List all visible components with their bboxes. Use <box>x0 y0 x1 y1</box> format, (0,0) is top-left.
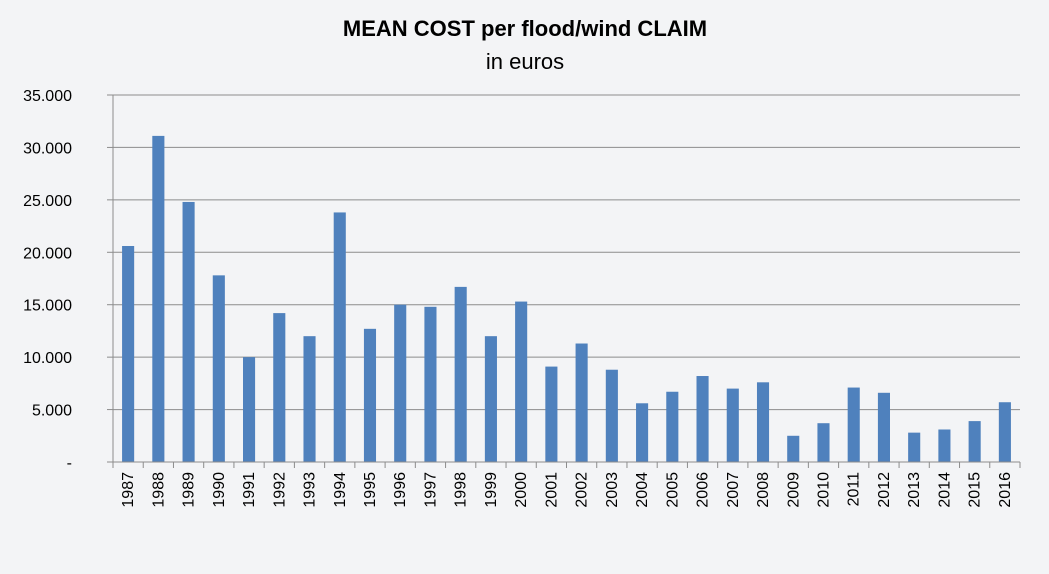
x-tick-label: 2013 <box>906 472 923 508</box>
bar-2011 <box>847 387 860 462</box>
x-tick-label: 2007 <box>725 472 742 508</box>
bar-2007 <box>726 388 739 462</box>
gridlines <box>107 94 1020 463</box>
x-tick-label: 1994 <box>332 472 349 508</box>
x-tick-label: 2011 <box>846 472 863 507</box>
x-tick-label: 1998 <box>453 472 470 508</box>
y-tick-label: 20.000 <box>23 245 72 262</box>
x-tick-label: 2005 <box>664 472 681 508</box>
bar-1989 <box>182 201 195 462</box>
bar-2014 <box>938 429 951 462</box>
x-tick-label: 1997 <box>422 472 439 508</box>
bar-1987 <box>122 245 135 462</box>
x-tick-label: 2008 <box>755 472 772 508</box>
x-tick-label: 2001 <box>543 472 560 508</box>
x-tick-label: 1999 <box>483 472 500 508</box>
y-axis-ticks: - 5.000 10.000 15.000 20.000 25.000 30.000 35.0… <box>23 88 72 472</box>
bar-1994 <box>333 212 346 462</box>
bar-1992 <box>273 313 286 462</box>
y-tick-label: 15.000 <box>23 298 72 315</box>
x-tick-label: 1991 <box>241 472 258 508</box>
x-tick-label: 1996 <box>392 472 409 508</box>
x-axis-ticks: 1987 1988 1989 1990 1991 1992 1993 1994 1995 1996… <box>112 462 1021 508</box>
bar-2009 <box>787 435 800 462</box>
bar-2003 <box>605 369 618 462</box>
x-tick-label: 1992 <box>271 472 288 508</box>
bar-1996 <box>394 304 407 462</box>
bars <box>122 135 1011 462</box>
x-tick-label: 1993 <box>302 472 319 508</box>
x-tick-label: 1987 <box>120 472 137 508</box>
bar-2004 <box>636 403 649 462</box>
chart-title: MEAN COST per flood/wind CLAIM <box>343 16 707 41</box>
bar-1993 <box>303 336 316 462</box>
bar-2005 <box>666 391 679 462</box>
x-tick-label: 1988 <box>150 472 167 508</box>
x-tick-label: 2009 <box>785 472 802 508</box>
bar-2008 <box>756 382 770 462</box>
x-tick-label: 2004 <box>634 472 651 508</box>
bar-1999 <box>484 336 497 462</box>
bar-2016 <box>998 402 1011 462</box>
chart-subtitle: in euros <box>486 49 564 74</box>
bar-2002 <box>575 343 588 462</box>
bar-2001 <box>545 366 558 462</box>
bar-1991 <box>243 357 256 462</box>
x-tick-label: 2016 <box>997 472 1014 508</box>
y-tick-label: 30.000 <box>23 140 72 157</box>
bar-2006 <box>696 376 709 462</box>
x-tick-label: 2002 <box>574 472 591 508</box>
bar-1998 <box>454 286 467 462</box>
bar-1997 <box>424 306 437 462</box>
y-tick-label: 10.000 <box>23 350 72 367</box>
bar-1995 <box>363 328 377 462</box>
x-tick-label: 2006 <box>695 472 712 508</box>
x-tick-label: 1990 <box>211 472 228 508</box>
x-tick-label: 2014 <box>936 472 953 508</box>
bar-2015 <box>968 421 981 462</box>
x-tick-label: 2015 <box>967 472 984 508</box>
bar-2013 <box>908 432 921 462</box>
y-tick-label: - <box>67 455 72 472</box>
x-tick-label: 2003 <box>604 472 621 508</box>
x-tick-label: 2010 <box>815 472 832 508</box>
x-tick-label: 2000 <box>513 472 530 508</box>
x-tick-label: 2012 <box>876 472 893 508</box>
y-tick-label: 25.000 <box>23 193 72 210</box>
bar-2010 <box>817 423 830 462</box>
bar-1988 <box>152 135 165 462</box>
y-tick-label: 5.000 <box>32 403 72 420</box>
x-tick-label: 1989 <box>181 472 198 508</box>
bar-2012 <box>877 392 890 462</box>
bar-1990 <box>212 275 225 462</box>
bar-2000 <box>515 301 528 462</box>
x-tick-label: 1995 <box>362 472 379 508</box>
y-tick-label: 35.000 <box>23 88 72 105</box>
